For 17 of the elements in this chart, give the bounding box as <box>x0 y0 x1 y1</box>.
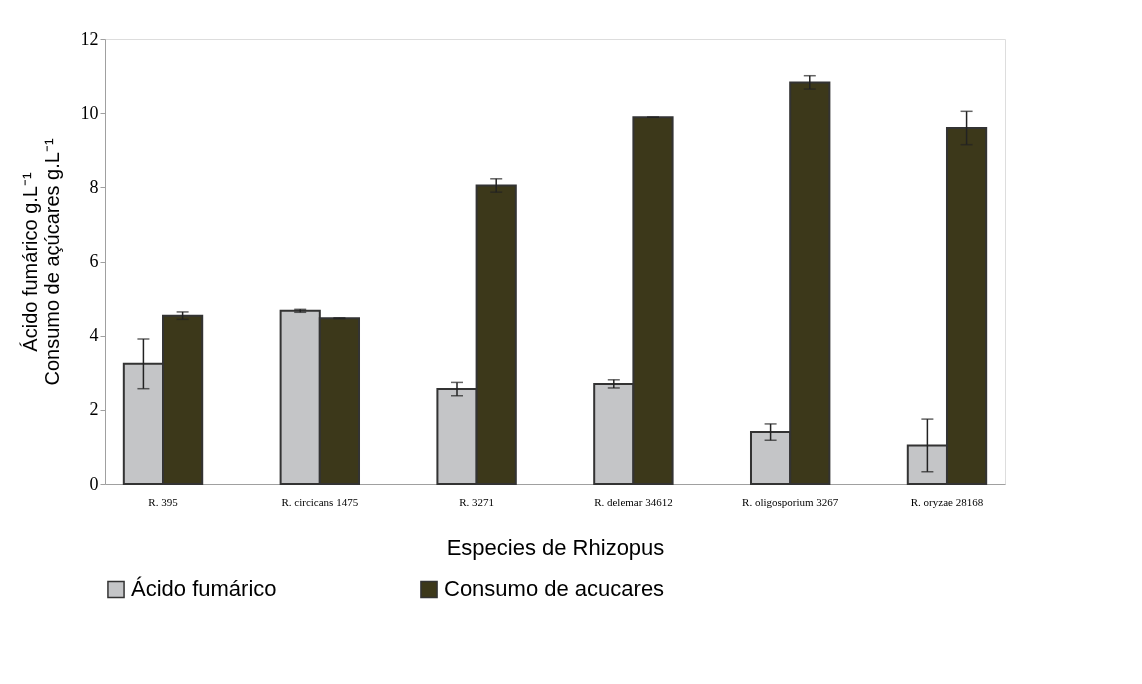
x-tick-label: R. 395 <box>148 495 179 508</box>
y-axis-title: Ácido fumárico g.L⁻¹ Consumo de açúcares g.L⁻¹ <box>18 138 63 386</box>
y-tick-label: 2 <box>89 399 99 420</box>
x-tick-label: R. delemar 34612 <box>594 495 673 508</box>
y-tick-label: 0 <box>89 473 99 494</box>
legend-label: Consumo de acucares <box>444 576 665 602</box>
y-tick-label: 8 <box>89 176 99 197</box>
y-tick-label: 12 <box>80 28 99 49</box>
y-tick-label: 4 <box>89 325 99 346</box>
x-tick-label: R. oryzae 28168 <box>910 495 984 508</box>
x-tick-label: R. oligosporium 3267 <box>742 495 839 508</box>
x-tick-label: R. 3271 <box>459 495 495 508</box>
x-axis-title: Especies de Rhizopus <box>446 534 665 560</box>
x-tick-label: R. circicans 1475 <box>281 495 359 508</box>
legend-label: Ácido fumárico <box>131 576 277 602</box>
y-tick-label: 10 <box>80 102 99 123</box>
y-tick-label: 6 <box>89 251 99 271</box>
